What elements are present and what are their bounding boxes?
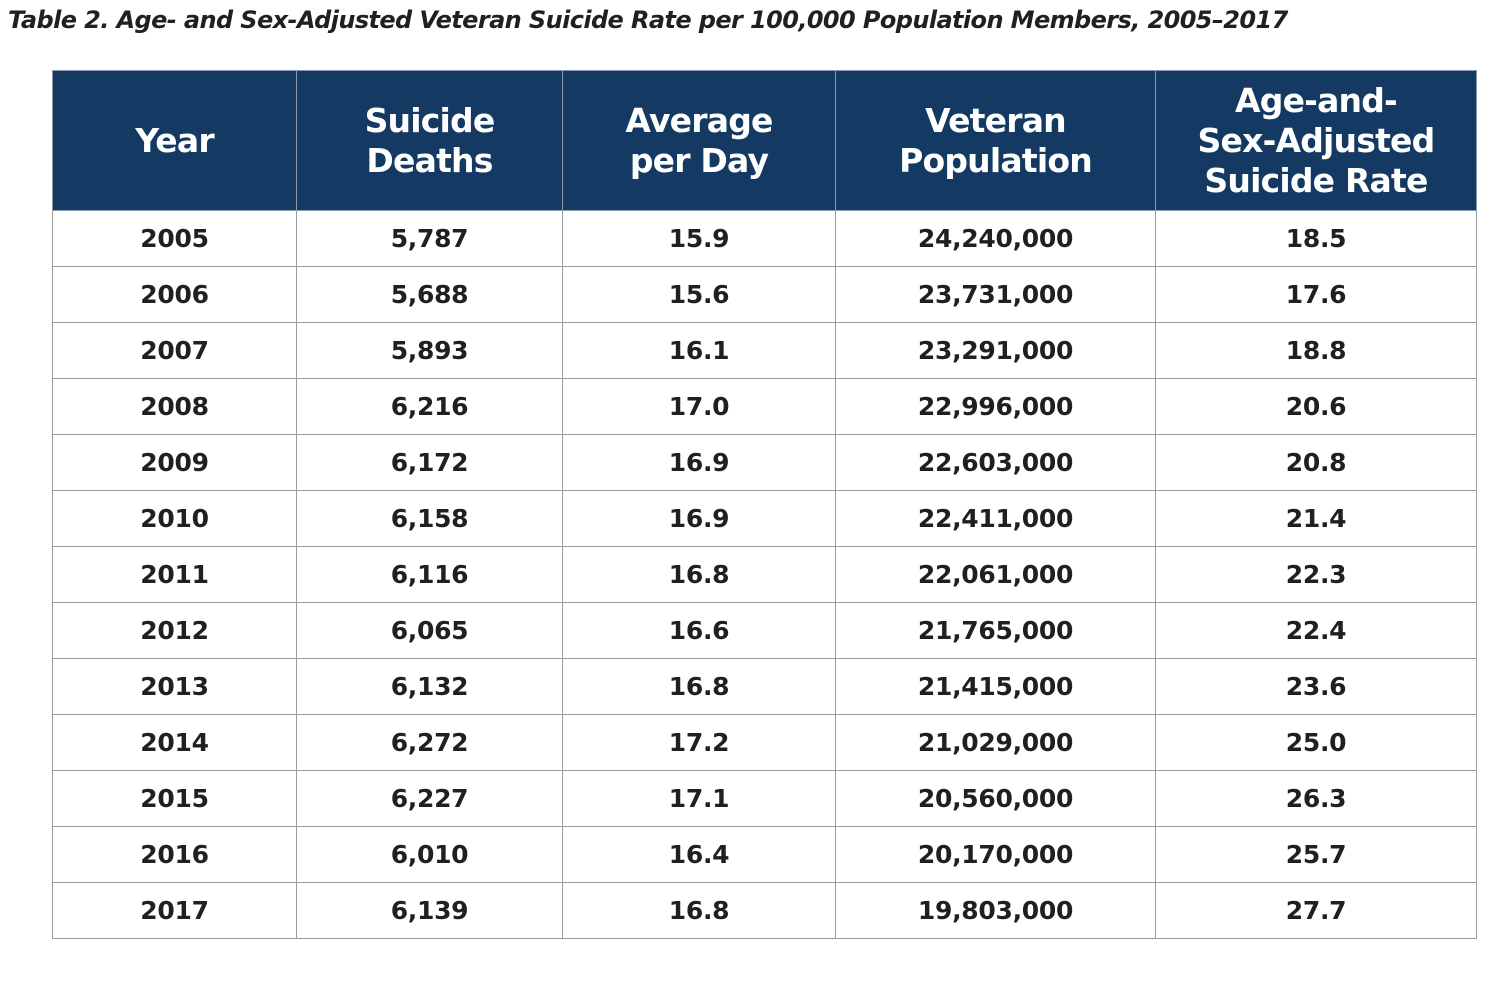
cell-year: 2016 [52, 826, 297, 883]
cell-suicide-deaths: 6,272 [296, 714, 563, 771]
cell-suicide-deaths: 6,132 [296, 658, 563, 715]
cell-average-per-day: 17.2 [562, 714, 836, 771]
cell-adjusted-suicide-rate: 26.3 [1155, 770, 1477, 827]
column-header-line: Suicide [364, 100, 496, 140]
cell-year: 2014 [52, 714, 297, 771]
cell-adjusted-suicide-rate: 20.6 [1155, 378, 1477, 435]
column-header-line: Population [899, 140, 1093, 180]
cell-suicide-deaths: 6,065 [296, 602, 563, 659]
column-header-line: Veteran [925, 100, 1067, 140]
cell-average-per-day: 16.8 [562, 658, 836, 715]
header-row: Year Suicide Deaths Average per Day Veteran Po… [52, 70, 1477, 211]
column-header-line: Suicide Rate [1204, 160, 1428, 200]
column-header-year: Year [52, 70, 297, 211]
table-header: Year Suicide Deaths Average per Day Veteran Po… [52, 70, 1477, 211]
cell-average-per-day: 15.9 [562, 210, 836, 267]
table-row: 2017 6,139 16.8 19,803,000 27.7 [52, 882, 1477, 939]
cell-veteran-population: 22,996,000 [835, 378, 1156, 435]
cell-suicide-deaths: 6,216 [296, 378, 563, 435]
cell-average-per-day: 16.9 [562, 490, 836, 547]
cell-average-per-day: 17.1 [562, 770, 836, 827]
cell-year: 2013 [52, 658, 297, 715]
table-row: 2009 6,172 16.9 22,603,000 20.8 [52, 434, 1477, 491]
cell-adjusted-suicide-rate: 25.7 [1155, 826, 1477, 883]
cell-suicide-deaths: 6,172 [296, 434, 563, 491]
table-row: 2005 5,787 15.9 24,240,000 18.5 [52, 210, 1477, 267]
column-header-veteran-population: Veteran Population [835, 70, 1156, 211]
column-header-line: Deaths [366, 140, 493, 180]
cell-adjusted-suicide-rate: 25.0 [1155, 714, 1477, 771]
cell-veteran-population: 23,291,000 [835, 322, 1156, 379]
cell-veteran-population: 21,765,000 [835, 602, 1156, 659]
cell-veteran-population: 21,415,000 [835, 658, 1156, 715]
cell-year: 2005 [52, 210, 297, 267]
column-header-line: per Day [629, 140, 769, 180]
cell-adjusted-suicide-rate: 18.8 [1155, 322, 1477, 379]
cell-veteran-population: 22,061,000 [835, 546, 1156, 603]
cell-year: 2015 [52, 770, 297, 827]
table-row: 2015 6,227 17.1 20,560,000 26.3 [52, 770, 1477, 827]
cell-suicide-deaths: 6,158 [296, 490, 563, 547]
cell-suicide-deaths: 6,139 [296, 882, 563, 939]
cell-year: 2009 [52, 434, 297, 491]
cell-average-per-day: 16.9 [562, 434, 836, 491]
cell-year: 2007 [52, 322, 297, 379]
table-caption: Table 2. Age- and Sex-Adjusted Veteran S… [8, 6, 1288, 34]
cell-average-per-day: 16.8 [562, 546, 836, 603]
cell-adjusted-suicide-rate: 21.4 [1155, 490, 1477, 547]
column-header-line: Average [625, 100, 773, 140]
cell-adjusted-suicide-rate: 20.8 [1155, 434, 1477, 491]
cell-year: 2017 [52, 882, 297, 939]
cell-veteran-population: 19,803,000 [835, 882, 1156, 939]
table-row: 2006 5,688 15.6 23,731,000 17.6 [52, 266, 1477, 323]
table-row: 2016 6,010 16.4 20,170,000 25.7 [52, 826, 1477, 883]
table-row: 2014 6,272 17.2 21,029,000 25.0 [52, 714, 1477, 771]
cell-veteran-population: 20,170,000 [835, 826, 1156, 883]
table-row: 2012 6,065 16.6 21,765,000 22.4 [52, 602, 1477, 659]
cell-veteran-population: 23,731,000 [835, 266, 1156, 323]
cell-average-per-day: 16.4 [562, 826, 836, 883]
cell-year: 2008 [52, 378, 297, 435]
column-header-suicide-deaths: Suicide Deaths [296, 70, 563, 211]
cell-adjusted-suicide-rate: 22.3 [1155, 546, 1477, 603]
cell-suicide-deaths: 6,116 [296, 546, 563, 603]
cell-average-per-day: 16.8 [562, 882, 836, 939]
column-header-line: Age-and- [1235, 80, 1398, 120]
column-header-average-per-day: Average per Day [562, 70, 836, 211]
cell-adjusted-suicide-rate: 27.7 [1155, 882, 1477, 939]
table-body: 2005 5,787 15.9 24,240,000 18.5 2006 5,688 15.6… [52, 210, 1477, 939]
cell-year: 2006 [52, 266, 297, 323]
table-row: 2010 6,158 16.9 22,411,000 21.4 [52, 490, 1477, 547]
cell-year: 2011 [52, 546, 297, 603]
table-row: 2013 6,132 16.8 21,415,000 23.6 [52, 658, 1477, 715]
column-header-line: Sex-Adjusted [1197, 120, 1436, 160]
cell-suicide-deaths: 5,688 [296, 266, 563, 323]
cell-suicide-deaths: 6,227 [296, 770, 563, 827]
table-row: 2008 6,216 17.0 22,996,000 20.6 [52, 378, 1477, 435]
cell-veteran-population: 20,560,000 [835, 770, 1156, 827]
cell-suicide-deaths: 5,893 [296, 322, 563, 379]
cell-veteran-population: 22,411,000 [835, 490, 1156, 547]
table-row: 2011 6,116 16.8 22,061,000 22.3 [52, 546, 1477, 603]
cell-veteran-population: 21,029,000 [835, 714, 1156, 771]
cell-veteran-population: 24,240,000 [835, 210, 1156, 267]
cell-veteran-population: 22,603,000 [835, 434, 1156, 491]
cell-adjusted-suicide-rate: 23.6 [1155, 658, 1477, 715]
cell-adjusted-suicide-rate: 17.6 [1155, 266, 1477, 323]
cell-adjusted-suicide-rate: 18.5 [1155, 210, 1477, 267]
cell-average-per-day: 16.1 [562, 322, 836, 379]
cell-year: 2010 [52, 490, 297, 547]
cell-year: 2012 [52, 602, 297, 659]
table-row: 2007 5,893 16.1 23,291,000 18.8 [52, 322, 1477, 379]
cell-suicide-deaths: 6,010 [296, 826, 563, 883]
cell-average-per-day: 15.6 [562, 266, 836, 323]
column-header-line: Year [135, 120, 214, 160]
cell-average-per-day: 16.6 [562, 602, 836, 659]
suicide-rate-table: Year Suicide Deaths Average per Day Veteran Po… [52, 70, 1477, 939]
cell-suicide-deaths: 5,787 [296, 210, 563, 267]
cell-adjusted-suicide-rate: 22.4 [1155, 602, 1477, 659]
column-header-adjusted-suicide-rate: Age-and- Sex-Adjusted Suicide Rate [1155, 70, 1477, 211]
cell-average-per-day: 17.0 [562, 378, 836, 435]
